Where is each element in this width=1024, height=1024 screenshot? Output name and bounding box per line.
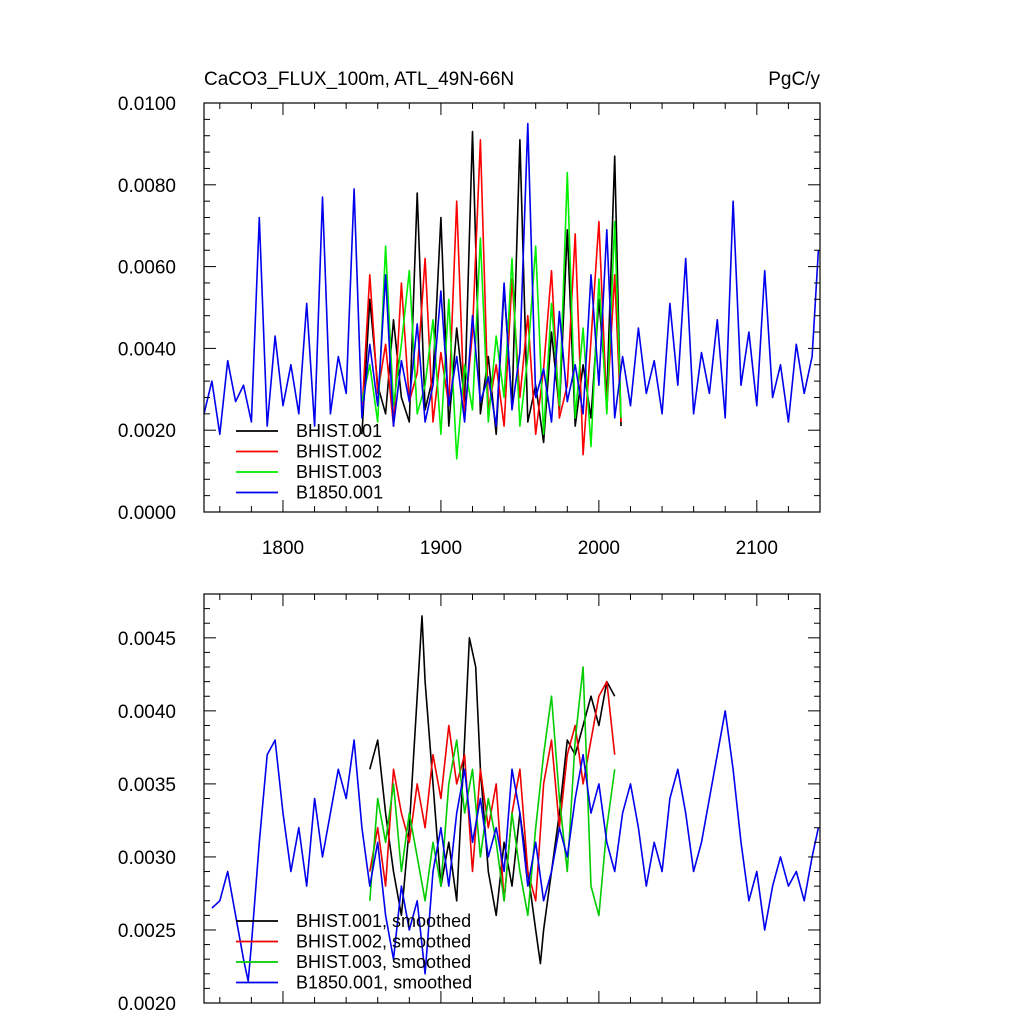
y-tick-label: 0.0025 — [118, 921, 176, 942]
series-line-2 — [369, 666, 616, 917]
legend-label-1: BHIST.002, smoothed — [296, 932, 471, 952]
y-tick-label: 0.0000 — [118, 503, 176, 524]
legend-label-3: B1850.001, smoothed — [296, 973, 472, 993]
series-line-1 — [369, 680, 616, 902]
y-tick-label: 0.0040 — [118, 702, 176, 723]
title-right: PgC/y — [768, 69, 820, 90]
y-tick-label: 0.0020 — [118, 994, 176, 1015]
y-tick-label: 0.0035 — [118, 775, 176, 796]
series-line-2 — [361, 171, 622, 460]
y-tick-label: 0.0040 — [118, 339, 176, 360]
y-tick-label: 0.0060 — [118, 258, 176, 279]
x-tick-label: 1900 — [420, 538, 462, 559]
y-tick-label: 0.0100 — [118, 94, 176, 115]
bottom-series-layer — [211, 615, 820, 982]
series-line-3 — [211, 710, 820, 982]
bottom-axes-layer: 0.0020 0.0025 0.0030 0.0035 0.0040 0.0045 — [118, 593, 821, 1015]
x-tick-label: 2100 — [736, 538, 778, 559]
plot-frame — [203, 102, 821, 513]
y-tick-label: 0.0080 — [118, 176, 176, 197]
series-line-0 — [361, 130, 622, 444]
y-tick-label: 0.0020 — [118, 421, 176, 442]
y-tick-label: 0.0030 — [118, 848, 176, 869]
title-left: CaCO3_FLUX_100m, ATL_49N-66N — [204, 69, 514, 90]
top-panel: CaCO3_FLUX_100m, ATL_49N-66N PgC/y 1800 1… — [118, 69, 821, 559]
series-line-3 — [203, 122, 820, 436]
x-tick-label: 2000 — [578, 538, 620, 559]
legend-label-2: BHIST.003, smoothed — [296, 952, 471, 972]
top-series-layer — [203, 122, 820, 460]
legend-label-0: BHIST.001 — [296, 421, 382, 441]
y-tick-label: 0.0045 — [118, 629, 176, 650]
legend-label-1: BHIST.002 — [296, 442, 382, 462]
top-axes-layer: 1800 1900 2000 2100 0.0000 0.0020 0.0040 0.0060… — [118, 94, 821, 559]
x-tick-label: 1800 — [262, 538, 304, 559]
bottom-panel: 0.0020 0.0025 0.0030 0.0035 0.0040 0.0045 BHI… — [118, 593, 821, 1015]
legend-label-0: BHIST.001, smoothed — [296, 911, 471, 931]
legend-label-3: B1850.001 — [296, 483, 383, 503]
legend-label-2: BHIST.003 — [296, 462, 382, 482]
